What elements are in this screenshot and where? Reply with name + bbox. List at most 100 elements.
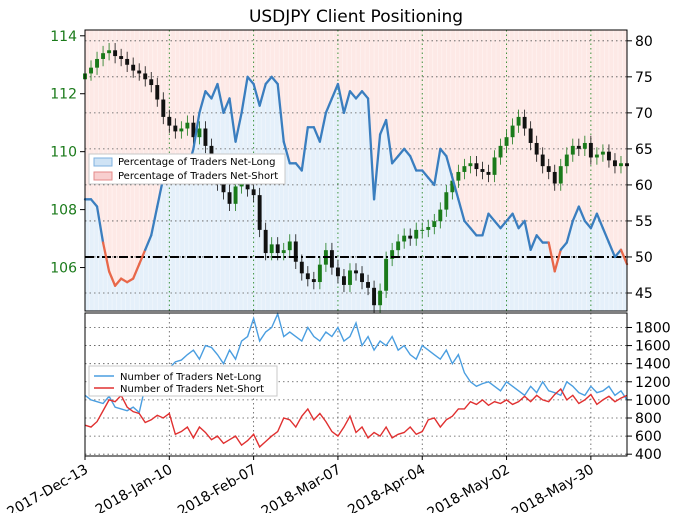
candle-body — [263, 229, 268, 254]
candle-body — [420, 229, 425, 231]
pct-net-long-segment — [619, 248, 629, 266]
pct-net-long-segment — [252, 82, 261, 107]
candle-body — [450, 180, 455, 193]
legend-label-count-long: Number of Traders Net-Long — [120, 372, 261, 383]
candle-body — [281, 250, 286, 254]
candle-body — [402, 235, 407, 242]
candle-body — [360, 273, 364, 283]
pct-net-long-segment — [613, 248, 623, 259]
pct-net-long-segment — [348, 90, 358, 100]
x-tick-label: 2018-May-02 — [425, 462, 513, 513]
pct-net-long-segment — [198, 90, 207, 115]
pct-net-long-segment — [258, 82, 267, 107]
candle-body — [540, 154, 545, 167]
right-tick-label: 60 — [635, 178, 653, 194]
legend-swatch-net-short — [93, 171, 113, 181]
candle-body — [384, 258, 389, 291]
candle-body — [305, 273, 310, 280]
pct-net-long-segment — [451, 176, 460, 201]
candle-body — [149, 79, 154, 86]
candle-body — [378, 290, 383, 306]
right-tick-label: 1000 — [635, 393, 671, 409]
legend-swatch-net-long — [93, 157, 113, 167]
candle-body — [546, 166, 551, 172]
x-axis: 2017-Dec-13 2018-Jan-10 2018-Feb-07 2018-Ma… — [5, 456, 597, 513]
legend-frame-bottom — [88, 365, 278, 397]
count-net-long-line — [84, 311, 628, 414]
candle-body — [299, 261, 304, 274]
candle-body — [185, 122, 190, 129]
candle-body — [438, 209, 443, 222]
candle-body — [221, 183, 226, 193]
pct-net-long-segment — [300, 126, 309, 172]
pct-net-long-segment — [126, 277, 135, 284]
pct-net-long-segment — [583, 219, 593, 230]
right-tick-label: 75 — [635, 70, 653, 86]
candle-body — [474, 163, 479, 170]
candle-body — [462, 166, 467, 172]
pct-net-long-segment — [445, 154, 454, 179]
right-tick-label: 80 — [635, 34, 653, 50]
pct-net-long-segment — [577, 205, 586, 223]
pct-net-long-segment — [132, 263, 141, 280]
top-panel: 106 108 110 112 114 45 50 55 60 65 70 75 80 — [50, 29, 653, 313]
pct-net-long-segment — [463, 219, 472, 230]
pct-net-long-segment — [294, 162, 303, 172]
candle-body — [317, 264, 322, 283]
candle-body — [570, 145, 575, 155]
right-tick-label: 400 — [635, 447, 662, 463]
candle-body — [516, 116, 521, 126]
pct-net-long-segment — [439, 147, 448, 158]
pct-net-long-segment — [234, 111, 243, 143]
candle-body — [468, 163, 473, 167]
pct-net-long-segment — [372, 133, 382, 201]
right-tick-label: 70 — [635, 106, 653, 122]
pct-net-long-segment — [366, 97, 376, 201]
candle-body — [161, 99, 166, 117]
candle-body — [341, 276, 346, 285]
candle-body — [432, 221, 437, 227]
candle-body — [137, 70, 142, 74]
pct-net-long-segment — [607, 241, 617, 259]
candle-body — [606, 151, 611, 161]
candle-body — [510, 125, 515, 138]
pct-net-long-segment — [427, 176, 436, 187]
candle-body — [390, 250, 395, 259]
pct-net-long-segment — [553, 248, 562, 273]
top-plot-frame — [84, 29, 628, 312]
pct-net-long-segment — [95, 205, 105, 244]
pct-net-long-segment — [101, 241, 111, 273]
candle-body — [408, 235, 413, 239]
candle-body — [329, 250, 334, 268]
pct-net-long-segment — [378, 118, 388, 136]
pct-net-long-segment — [505, 212, 514, 223]
pct-net-long-segment — [529, 234, 538, 251]
right-tick-label: 800 — [635, 411, 662, 427]
candle-body — [396, 241, 401, 251]
right-tick-label: 1200 — [635, 375, 671, 391]
legend-label-net-short: Percentage of Traders Net-Short — [118, 171, 278, 182]
candle-body — [191, 122, 196, 138]
pct-net-long-segment — [523, 219, 532, 251]
pct-net-long-segment — [138, 248, 147, 266]
candle-body — [588, 142, 593, 158]
pct-net-long-segment — [150, 205, 159, 237]
pct-net-long-segment — [276, 82, 285, 143]
pct-net-long-segment — [487, 212, 496, 223]
candle-body — [311, 279, 316, 283]
candle-body — [167, 116, 172, 126]
pct-net-long-segment — [559, 241, 568, 251]
candle-body — [131, 64, 136, 71]
pct-net-long-segment — [216, 82, 225, 115]
pct-net-long-segment — [342, 90, 352, 115]
candle-body — [576, 145, 581, 149]
right-tick-label: 600 — [635, 429, 662, 445]
pct-net-long-segment — [547, 241, 556, 273]
candle-body — [534, 142, 539, 155]
top-legend: Percentage of Traders Net-Long Percentag… — [88, 153, 286, 185]
pct-net-long-segment — [384, 118, 394, 165]
right-tick-label: 65 — [635, 142, 653, 158]
pct-net-long-segment — [571, 205, 580, 223]
pct-net-long-segment — [246, 75, 255, 86]
